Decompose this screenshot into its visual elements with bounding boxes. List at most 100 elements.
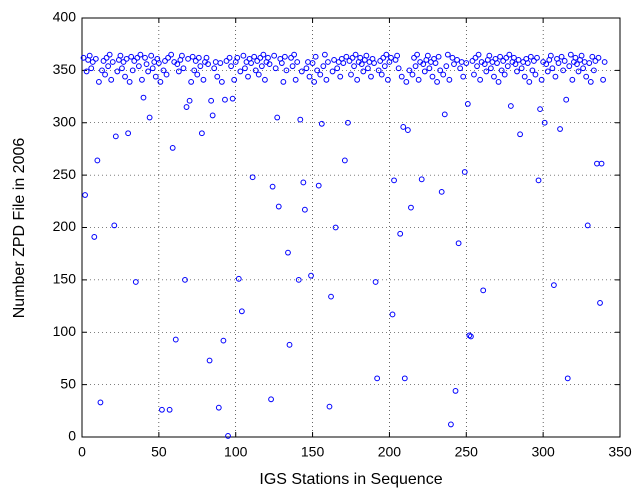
point <box>543 61 550 67</box>
point <box>487 65 494 72</box>
point <box>86 52 93 59</box>
point <box>185 55 191 62</box>
point <box>274 114 281 121</box>
point <box>119 65 125 72</box>
point <box>500 58 507 64</box>
point <box>351 63 357 70</box>
point <box>191 67 198 74</box>
point <box>312 53 319 60</box>
point <box>215 404 222 411</box>
point <box>83 68 90 75</box>
x-tick-label: 100 <box>224 444 248 460</box>
point <box>160 67 167 74</box>
point <box>549 65 556 72</box>
point <box>208 97 215 104</box>
point <box>278 60 285 66</box>
point <box>397 230 404 237</box>
point <box>349 54 356 61</box>
point <box>388 54 394 61</box>
point <box>108 76 115 83</box>
point <box>248 60 254 66</box>
point <box>498 67 505 74</box>
x-tick-label: 0 <box>78 444 86 460</box>
point <box>306 73 313 80</box>
point <box>541 119 548 126</box>
point <box>418 176 425 183</box>
point <box>152 73 159 80</box>
point <box>334 65 341 72</box>
point <box>137 51 144 58</box>
point <box>566 63 573 70</box>
point <box>598 160 605 167</box>
point <box>381 63 388 70</box>
y-tick-label: 150 <box>53 271 77 287</box>
y-tick-label: 100 <box>53 323 77 339</box>
point <box>434 78 440 85</box>
point <box>142 54 148 61</box>
point <box>440 71 447 78</box>
point <box>252 67 259 74</box>
point <box>223 58 230 64</box>
point <box>317 71 324 78</box>
point <box>332 224 339 231</box>
point <box>374 375 381 382</box>
point <box>229 95 236 102</box>
point <box>291 51 298 58</box>
point <box>394 52 401 59</box>
point <box>383 51 390 58</box>
x-tick-label: 350 <box>608 444 632 460</box>
point <box>329 68 336 75</box>
point <box>532 71 539 78</box>
point <box>451 61 457 67</box>
point <box>354 76 361 83</box>
point <box>149 65 156 72</box>
point <box>348 71 354 78</box>
point <box>166 406 173 413</box>
point <box>524 60 531 66</box>
point <box>275 203 282 210</box>
point <box>94 157 101 164</box>
point <box>467 333 474 340</box>
point <box>443 63 450 70</box>
point <box>438 188 445 195</box>
point <box>320 63 327 70</box>
point <box>463 60 470 66</box>
point <box>323 76 330 83</box>
point <box>432 60 439 66</box>
point <box>186 97 193 104</box>
point <box>368 73 374 80</box>
point <box>567 51 574 58</box>
point <box>486 52 493 59</box>
point <box>449 54 456 61</box>
point <box>272 65 279 72</box>
point <box>255 71 262 78</box>
point <box>240 52 247 59</box>
point <box>455 240 462 247</box>
y-tick-label: 300 <box>53 113 77 129</box>
point <box>497 53 504 60</box>
point <box>162 58 168 64</box>
point <box>88 65 95 72</box>
point <box>534 54 540 61</box>
point <box>371 60 377 66</box>
point <box>206 357 213 364</box>
point <box>512 61 519 67</box>
point <box>294 59 301 65</box>
point <box>135 63 142 70</box>
point <box>372 279 379 285</box>
point <box>346 58 353 64</box>
x-tick-label: 200 <box>378 444 402 460</box>
y-tick-label: 0 <box>68 428 76 444</box>
y-tick-label: 400 <box>53 9 77 25</box>
point <box>574 61 580 67</box>
point <box>408 204 414 211</box>
point <box>557 126 563 132</box>
point <box>457 65 464 72</box>
point <box>444 51 451 58</box>
point <box>529 67 536 74</box>
point <box>569 76 576 83</box>
point <box>415 76 422 83</box>
point <box>441 111 448 118</box>
point <box>262 76 268 83</box>
